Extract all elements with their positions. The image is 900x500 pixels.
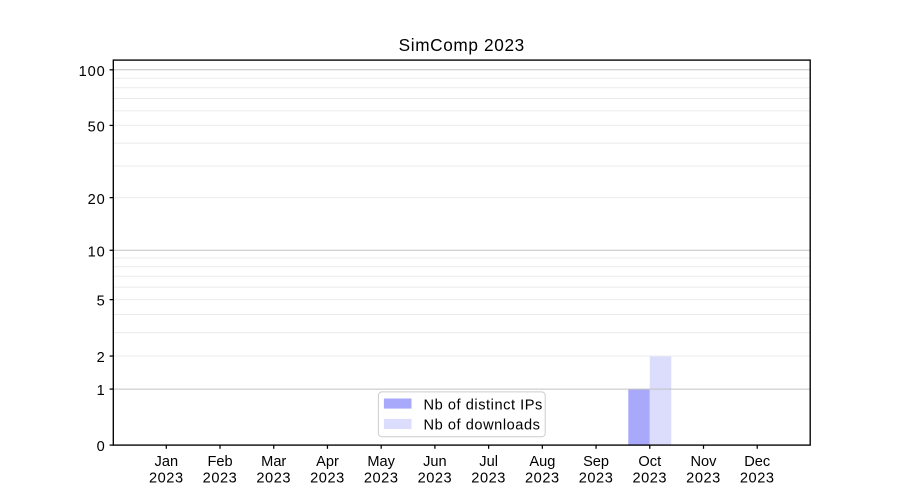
svg-text:2023: 2023: [256, 471, 291, 487]
svg-text:2023: 2023: [740, 471, 775, 487]
svg-text:2023: 2023: [471, 471, 506, 487]
svg-text:Apr: Apr: [316, 454, 339, 470]
svg-text:1: 1: [97, 383, 106, 399]
svg-text:May: May: [367, 454, 395, 470]
svg-text:Mar: Mar: [261, 454, 286, 470]
svg-text:100: 100: [79, 64, 106, 80]
svg-text:2023: 2023: [686, 471, 721, 487]
svg-text:Jul: Jul: [479, 454, 498, 470]
svg-text:2023: 2023: [203, 471, 238, 487]
svg-text:Dec: Dec: [744, 454, 770, 470]
svg-text:5: 5: [97, 294, 106, 310]
svg-text:Feb: Feb: [207, 454, 232, 470]
svg-text:50: 50: [88, 120, 106, 136]
svg-text:Nov: Nov: [691, 454, 718, 470]
svg-text:Jun: Jun: [423, 454, 447, 470]
svg-text:2023: 2023: [149, 471, 184, 487]
svg-text:Jan: Jan: [155, 454, 179, 470]
svg-text:Sep: Sep: [583, 454, 609, 470]
svg-text:10: 10: [88, 244, 106, 260]
svg-text:2023: 2023: [418, 471, 453, 487]
svg-text:2023: 2023: [579, 471, 614, 487]
svg-text:Nb of distinct IPs: Nb of distinct IPs: [424, 397, 543, 413]
svg-text:SimComp 2023: SimComp 2023: [399, 35, 525, 55]
svg-text:2023: 2023: [632, 471, 667, 487]
svg-text:20: 20: [88, 192, 106, 208]
svg-text:2023: 2023: [525, 471, 560, 487]
svg-text:Oct: Oct: [638, 454, 661, 470]
svg-text:2023: 2023: [310, 471, 345, 487]
svg-text:Aug: Aug: [529, 454, 555, 470]
svg-text:Nb of downloads: Nb of downloads: [424, 418, 541, 434]
svg-text:2: 2: [97, 350, 106, 366]
svg-text:2023: 2023: [364, 471, 399, 487]
svg-text:0: 0: [97, 439, 106, 455]
